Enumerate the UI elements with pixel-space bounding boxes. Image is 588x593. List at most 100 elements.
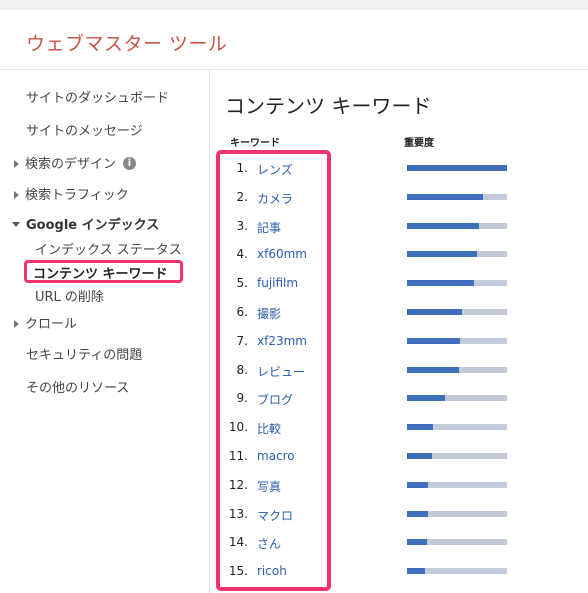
keyword-link[interactable]: 写真	[257, 479, 282, 494]
importance-bar-fill	[407, 424, 433, 431]
sidebar-item-messages[interactable]: サイトのメッセージ	[26, 124, 143, 139]
top-strip	[0, 0, 588, 10]
row-number: 12.	[228, 477, 248, 492]
sidebar-item-other-resources[interactable]: その他のリソース	[26, 381, 130, 396]
keyword-link[interactable]: xf23mm	[257, 333, 307, 348]
nav-highlight-box	[24, 260, 183, 283]
row-number: 4.	[236, 247, 248, 262]
importance-bar	[407, 539, 507, 546]
importance-bar-fill	[407, 165, 507, 171]
table-row: 2. カメラ	[210, 184, 588, 213]
sidebar: サイトのダッシュボード サイトのメッセージ 検索のデザイン i 検索トラフィック …	[0, 70, 210, 593]
importance-bar-fill	[407, 193, 483, 200]
row-number: 6.	[236, 305, 248, 319]
importance-bar	[407, 453, 507, 459]
row-number: 10.	[228, 420, 248, 435]
info-icon[interactable]: i	[123, 157, 137, 170]
importance-bar-fill	[407, 510, 428, 517]
sidebar-item-label: 検索トラフィック	[25, 188, 129, 203]
importance-bar	[407, 366, 507, 373]
importance-bar-fill	[407, 539, 427, 546]
column-header-keyword: キーワード	[230, 138, 280, 149]
row-number: 2.	[236, 189, 248, 204]
list-highlight-box	[216, 150, 331, 591]
row-number: 3.	[236, 218, 248, 233]
keyword-link[interactable]: 比較	[257, 422, 282, 437]
app-title[interactable]: ウェブマスター ツール	[26, 33, 228, 55]
importance-bar	[407, 222, 507, 229]
importance-bar-fill	[407, 366, 459, 373]
importance-bar	[407, 251, 507, 258]
importance-bar	[407, 510, 507, 517]
row-number: 9.	[236, 391, 248, 406]
expand-arrow-icon	[14, 190, 19, 199]
table-row: 13. マクロ	[210, 501, 588, 530]
main-content: コンテンツ キーワード キーワード 重要度 1. レンズ 2. カメラ 3. 記事 4. xf…	[210, 70, 588, 593]
row-number: 8.	[236, 362, 248, 377]
table-row: 5. fujifilm	[210, 270, 588, 299]
column-header-importance: 重要度	[404, 138, 434, 149]
importance-bar	[407, 481, 507, 488]
row-number: 5.	[236, 276, 248, 291]
importance-bar	[407, 337, 507, 344]
sidebar-item-security-issues[interactable]: セキュリティの問題	[26, 348, 143, 363]
importance-bar-fill	[407, 309, 462, 315]
table-row: 3. 記事	[210, 213, 588, 242]
importance-bar	[407, 280, 507, 287]
row-number: 14.	[228, 535, 248, 550]
table-row: 8. レビュー	[210, 357, 588, 386]
sidebar-item-google-index[interactable]: Google インデックス	[12, 214, 159, 233]
keyword-link[interactable]: 撮影	[257, 307, 282, 321]
keyword-link[interactable]: さん	[257, 537, 282, 552]
sidebar-subitem-content-keywords[interactable]: コンテンツ キーワード	[33, 267, 168, 282]
sidebar-subitem-remove-urls[interactable]: URL の削除	[35, 290, 104, 305]
sidebar-item-crawl[interactable]: クロール	[14, 313, 77, 332]
keyword-link[interactable]: fujifilm	[257, 276, 299, 291]
app-header: ウェブマスター ツール	[0, 10, 588, 70]
keyword-link[interactable]: macro	[257, 449, 295, 463]
table-row: 6. 撮影	[210, 299, 588, 328]
table-row: 14. さん	[210, 529, 588, 558]
keyword-link[interactable]: マクロ	[257, 508, 294, 523]
page-title: コンテンツ キーワード	[225, 94, 432, 118]
keyword-link[interactable]: カメラ	[257, 191, 294, 206]
keyword-link[interactable]: レビュー	[257, 364, 306, 379]
sidebar-item-label: クロール	[25, 317, 78, 332]
sidebar-item-label: Google インデックス	[26, 218, 160, 233]
importance-bar-fill	[407, 395, 445, 402]
row-number: 11.	[228, 449, 248, 463]
keyword-link[interactable]: ricoh	[257, 564, 287, 579]
sidebar-item-dashboard[interactable]: サイトのダッシュボード	[26, 91, 170, 106]
table-row: 4. xf60mm	[210, 241, 588, 270]
importance-bar	[407, 395, 507, 402]
row-number: 7.	[236, 333, 248, 348]
table-row: 10. 比較	[210, 414, 588, 443]
keyword-link[interactable]: 記事	[257, 220, 282, 235]
keyword-link[interactable]: レンズ	[257, 163, 293, 177]
importance-bar-fill	[407, 222, 479, 229]
importance-bar	[407, 309, 507, 315]
importance-bar-fill	[407, 337, 460, 344]
keyword-link[interactable]: xf60mm	[257, 247, 307, 262]
keyword-link[interactable]: ブログ	[257, 393, 294, 408]
row-number: 13.	[228, 506, 248, 521]
table-row: 1. レンズ	[210, 155, 588, 184]
sidebar-item-search-traffic[interactable]: 検索トラフィック	[14, 184, 129, 203]
table-row: 7. xf23mm	[210, 328, 588, 357]
expand-arrow-icon	[14, 319, 19, 328]
importance-bar-fill	[407, 568, 425, 575]
importance-bar	[407, 424, 507, 431]
importance-bar-fill	[407, 481, 428, 488]
sidebar-subitem-index-status[interactable]: インデックス ステータス	[35, 243, 182, 258]
sidebar-item-label: 検索のデザイン	[25, 157, 117, 172]
row-number: 1.	[236, 161, 248, 175]
importance-bar	[407, 165, 507, 171]
sidebar-item-search-appearance[interactable]: 検索のデザイン i	[14, 153, 137, 172]
table-row: 9. ブログ	[210, 385, 588, 414]
importance-bar-fill	[407, 251, 477, 258]
table-row: 15. ricoh	[210, 558, 588, 587]
importance-bar	[407, 193, 507, 200]
row-number: 15.	[228, 564, 248, 579]
importance-bar	[407, 568, 507, 575]
table-row: 11. macro	[210, 443, 588, 472]
